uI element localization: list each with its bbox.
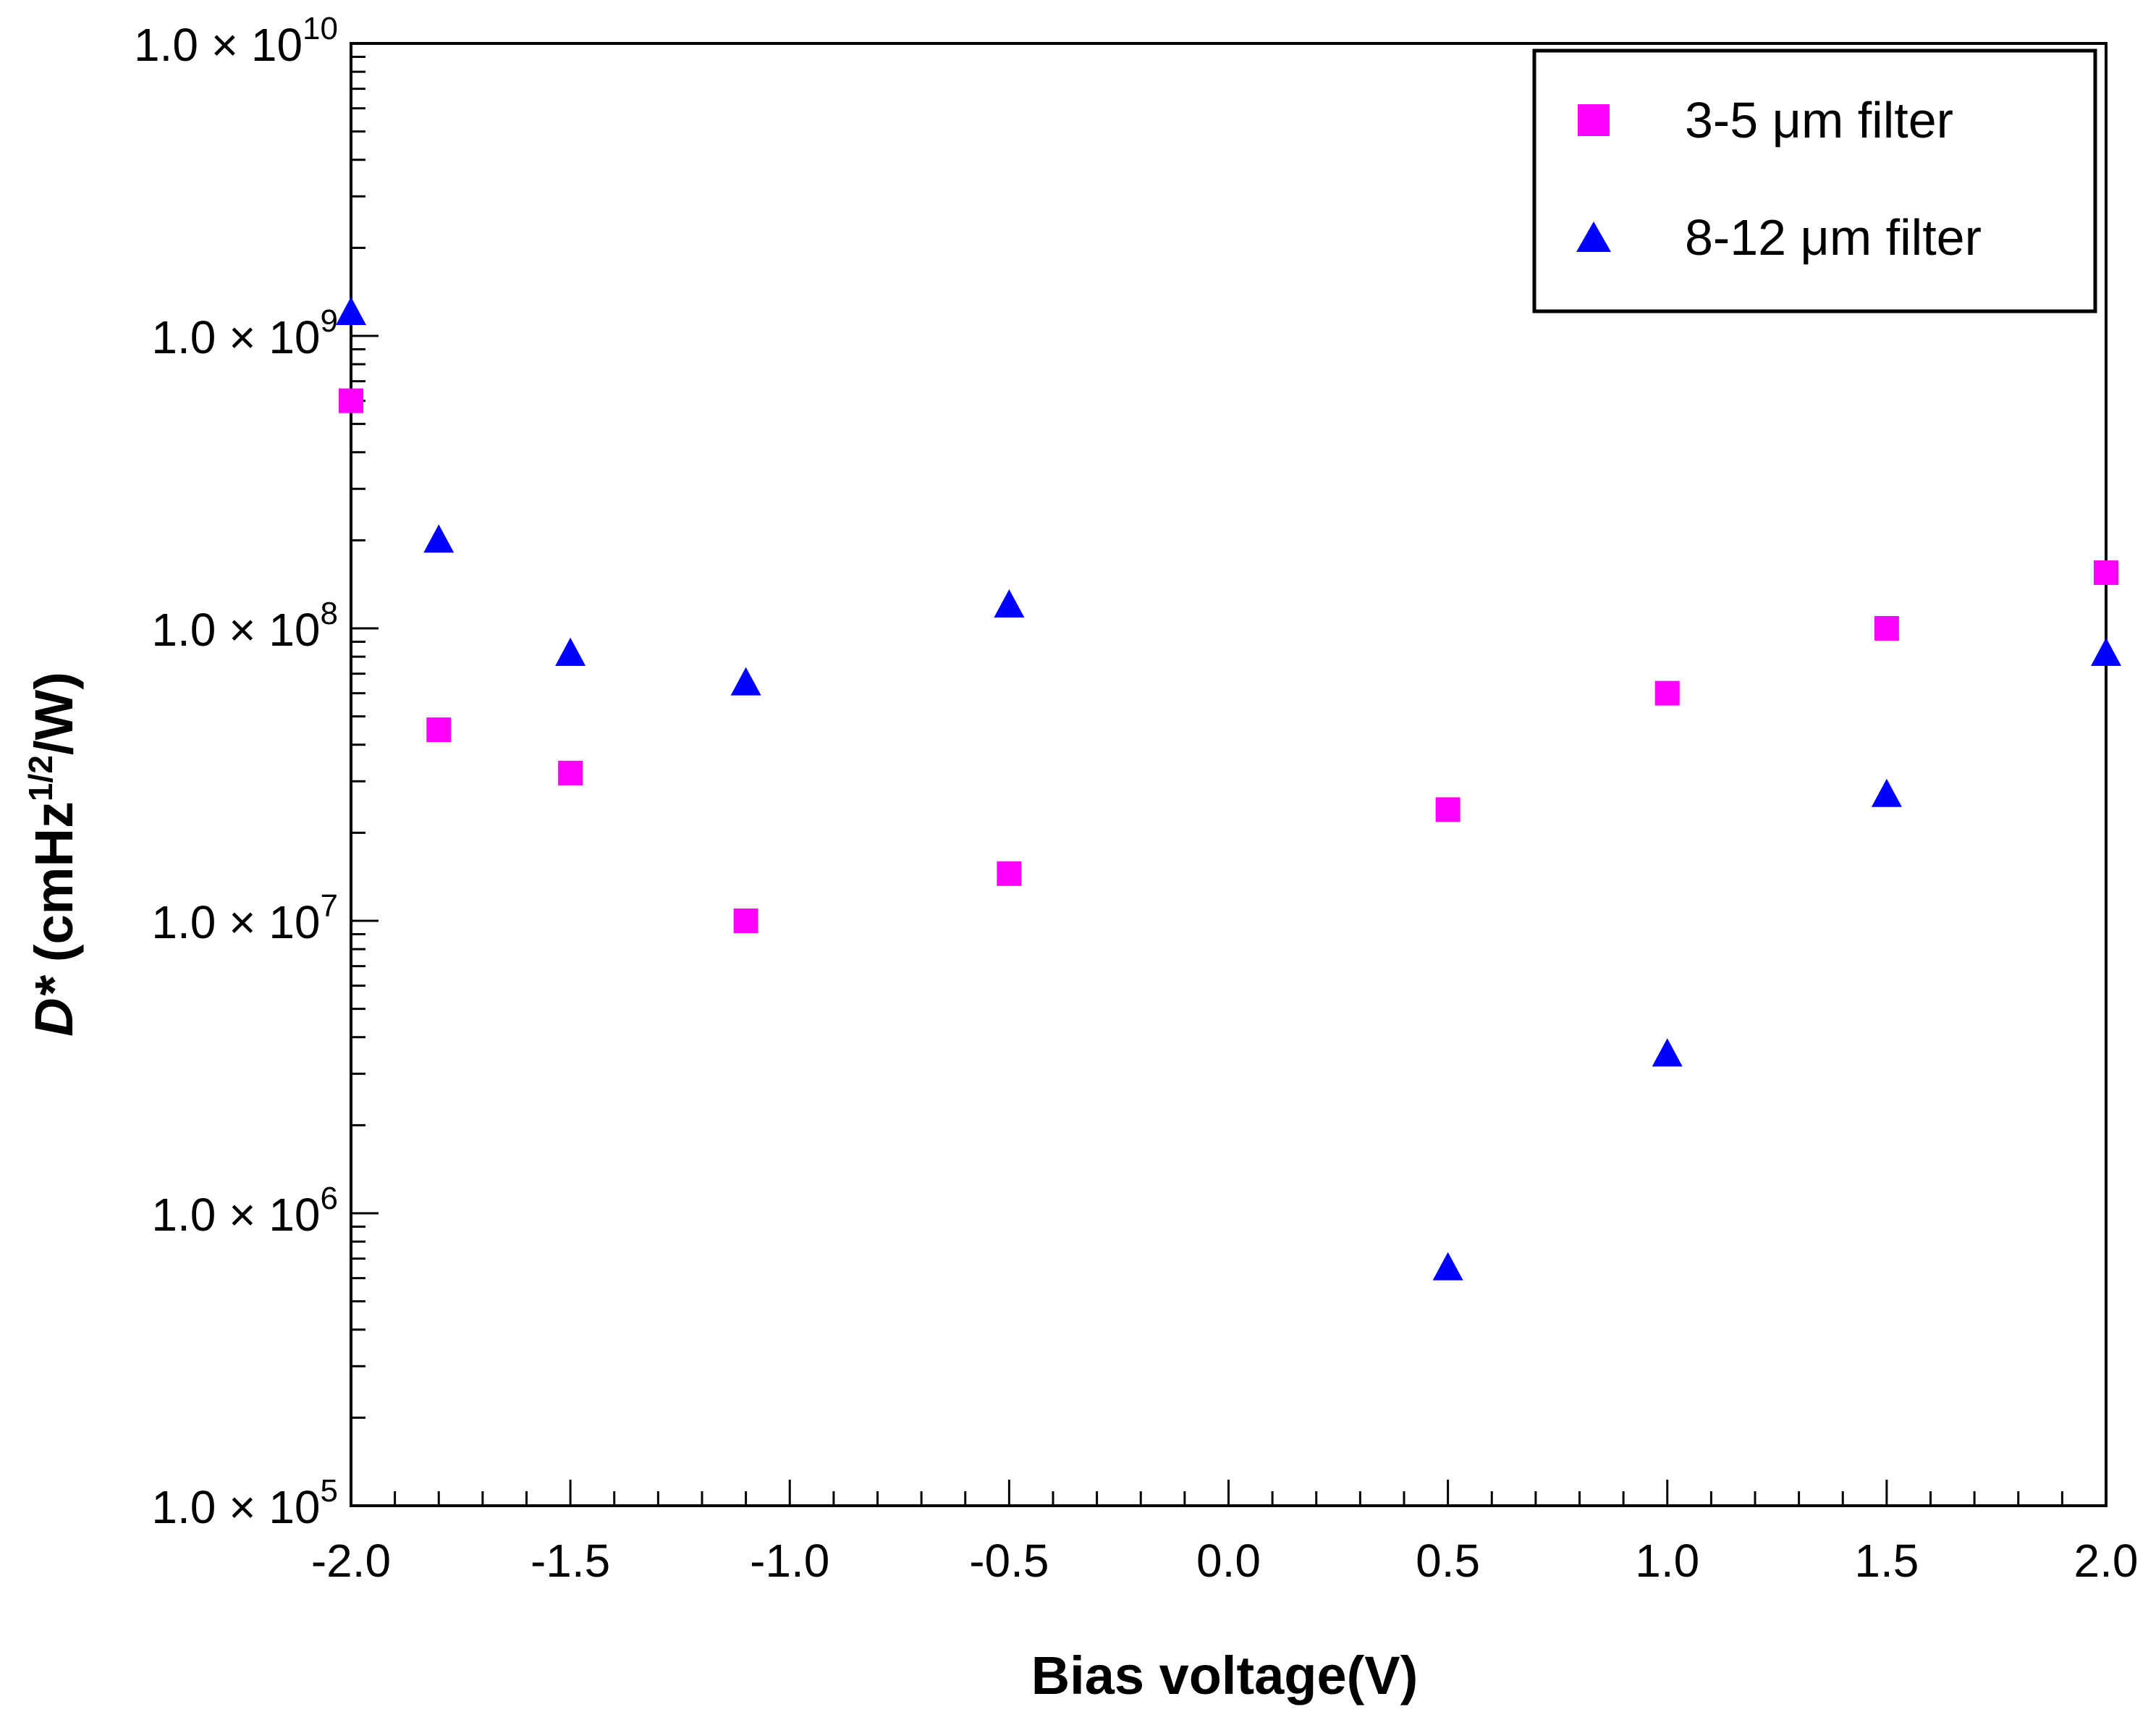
point-8-12um — [1652, 1038, 1683, 1067]
y-tick-label: 1.0 × 109 — [151, 303, 338, 363]
legend-label-3-5: 3-5 μm filter — [1685, 92, 1953, 148]
point-8-12um — [1871, 778, 1902, 807]
y-tick-label: 1.0 × 1010 — [134, 11, 338, 71]
svg-text:D* (cmHz1/2/W): D* (cmHz1/2/W) — [22, 672, 84, 1037]
x-tick-label: -2.0 — [311, 1535, 391, 1587]
point-8-12um — [336, 297, 366, 326]
ticks: -2.0 -1.5 -1.0 -0.5 0.0 0.5 1.0 1.5 2.0 1.0 × 105… — [134, 11, 2139, 1587]
x-tick-label: -1.5 — [530, 1535, 610, 1587]
legend-label-8-12: 8-12 μm filter — [1685, 209, 1982, 266]
y-axis-title-unit-suffix: /W) — [24, 672, 84, 755]
y-axis-title-symbol: D* — [24, 974, 84, 1036]
legend-marker-square — [1578, 104, 1610, 136]
x-axis-title: Bias voltage(V) — [1031, 1645, 1419, 1706]
y-tick-label: 1.0 × 105 — [151, 1473, 338, 1533]
y-axis-title: D* (cmHz1/2/W) — [22, 672, 84, 1037]
point-8-12um — [730, 667, 761, 696]
point-3-5um — [426, 717, 452, 743]
point-8-12um — [555, 637, 586, 666]
point-3-5um — [1654, 680, 1680, 706]
point-3-5um — [339, 388, 363, 413]
x-tick-label: 1.0 — [1635, 1535, 1699, 1587]
legend-marker-triangle — [1576, 222, 1611, 252]
x-tick-label: 0.5 — [1416, 1535, 1480, 1587]
data-points — [336, 297, 2121, 1281]
legend-box — [1532, 49, 2097, 313]
x-tick-label: 0.0 — [1196, 1535, 1261, 1587]
y-tick-label: 1.0 × 107 — [151, 888, 338, 948]
point-3-5um — [558, 760, 583, 785]
point-8-12um — [994, 589, 1025, 618]
y-tick-label: 1.0 × 106 — [151, 1181, 338, 1241]
point-8-12um — [1432, 1252, 1463, 1281]
point-8-12um — [423, 524, 455, 553]
x-tick-label: 2.0 — [2074, 1535, 2139, 1587]
y-axis-title-unit-sup: 1/2 — [22, 755, 59, 801]
y-tick-label: 1.0 × 108 — [151, 596, 338, 656]
legend: 3-5 μm filter 8-12 μm filter — [1532, 49, 2097, 313]
y-axis-title-unit-prefix: (cmHz — [24, 801, 84, 977]
point-3-5um — [733, 909, 758, 933]
point-8-12um — [2091, 637, 2121, 666]
point-3-5um — [2094, 560, 2118, 586]
x-tick-label: -1.0 — [750, 1535, 829, 1587]
point-3-5um — [997, 861, 1022, 886]
point-3-5um — [1874, 616, 1899, 641]
x-tick-label: 1.5 — [1854, 1535, 1919, 1587]
point-3-5um — [1435, 797, 1460, 822]
x-tick-label: -0.5 — [969, 1535, 1049, 1587]
